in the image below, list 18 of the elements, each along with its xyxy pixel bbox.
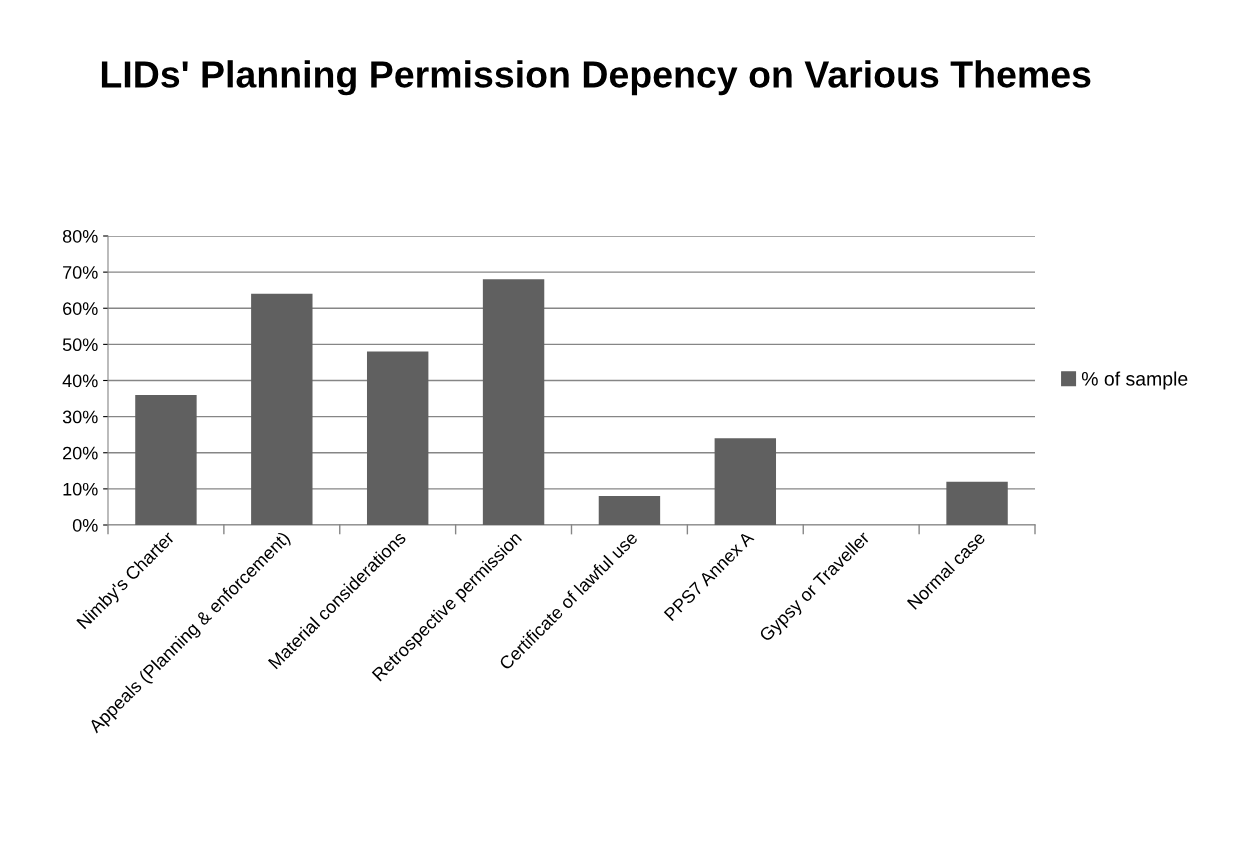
y-tick-label: 50% — [62, 338, 98, 352]
y-tick-label: 20% — [63, 446, 98, 460]
y-tick-label: 80% — [62, 229, 98, 243]
y-tick-label: 60% — [63, 302, 98, 315]
bar — [251, 293, 313, 525]
y-tick-label: 70% — [63, 266, 98, 279]
bar — [598, 496, 661, 525]
y-tick-label: 30% — [62, 410, 98, 424]
legend-label: % of sample — [1081, 371, 1188, 390]
bar — [482, 279, 545, 525]
bar — [366, 351, 429, 525]
y-tick-label: 40% — [62, 374, 98, 388]
y-tick-label: 10% — [63, 482, 98, 496]
bar — [135, 394, 197, 525]
bar — [714, 438, 777, 525]
bar — [946, 481, 1008, 525]
y-tick-label: 0% — [72, 518, 98, 532]
chart-title: LIDs' Planning Permission Depency on Various Themes — [101, 60, 1091, 96]
